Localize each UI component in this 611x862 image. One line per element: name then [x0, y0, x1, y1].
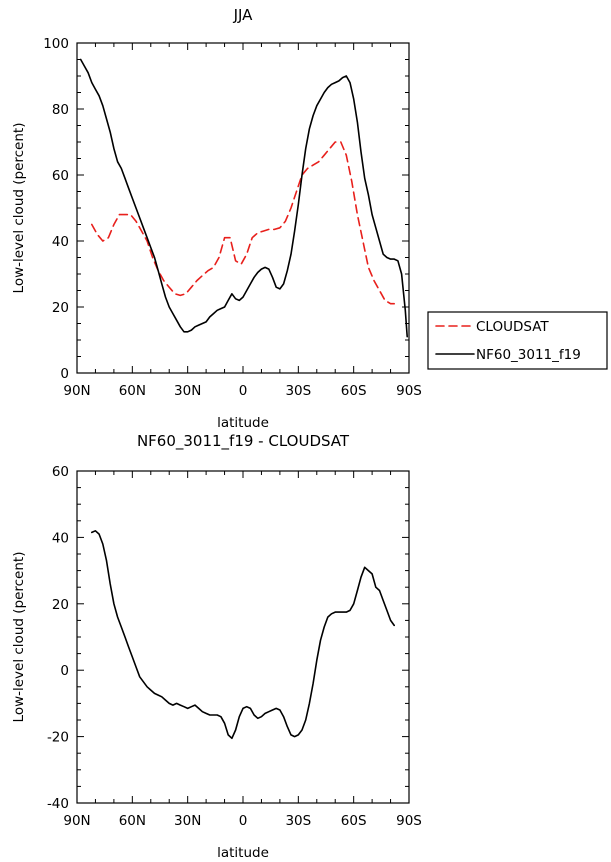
y-tick-label: 40: [52, 234, 69, 250]
y-tick-label: 40: [52, 530, 69, 546]
legend-box: [427, 311, 608, 370]
x-tick-label: 90N: [63, 383, 90, 399]
x-tick-label: 60S: [341, 813, 367, 829]
x-tick-label: 0: [239, 383, 248, 399]
x-tick-label: 60S: [341, 383, 367, 399]
y-tick-label: 0: [60, 663, 69, 679]
y-tick-label: 20: [52, 300, 69, 316]
y-tick-labels: -40 -20 0 20 40 60: [47, 464, 69, 812]
y-tick-label: -40: [47, 796, 69, 812]
y-tick-label: 60: [52, 464, 69, 480]
legend-label-nf60: NF60_3011_f19: [476, 347, 581, 363]
x-tick-label: 90S: [396, 813, 422, 829]
y-tick-label: 100: [43, 36, 69, 52]
x-tick-label: 90N: [63, 813, 90, 829]
chart-title: NF60_3011_f19 - CLOUDSAT: [137, 432, 350, 451]
y-tick-label: 20: [52, 597, 69, 613]
x-axis-label: latitude: [217, 415, 269, 431]
tick-marks: [76, 42, 410, 374]
series-layer: [91, 529, 396, 740]
x-tick-label: 90S: [396, 383, 422, 399]
series-layer: [79, 58, 409, 338]
x-tick-labels: 90N 60N 30N 0 30S 60S 90S: [63, 383, 422, 399]
plot-frame: [76, 42, 410, 374]
y-tick-label: 60: [52, 168, 69, 184]
x-axis-label: latitude: [217, 845, 269, 861]
x-tick-label: 30S: [285, 813, 311, 829]
y-axis-label: Low-level cloud (percent): [11, 552, 27, 723]
tick-marks: [76, 470, 410, 804]
chart-panel-bottom: NF60_3011_f19 - CLOUDSAT 90N 60N 30N 0 30S 60…: [11, 432, 422, 861]
series-line-nf60-3011-f19: [79, 58, 409, 338]
plot-frame: [76, 470, 410, 804]
legend: CLOUDSAT NF60_3011_f19: [427, 311, 608, 370]
chart-panel-top: JJA 90N 60N 30N 0 30S 60S 90S 0 20 40 60 80 100 lat…: [11, 6, 422, 431]
chart-title: JJA: [233, 6, 254, 24]
x-tick-labels: 90N 60N 30N 0 30S 60S 90S: [63, 813, 422, 829]
x-tick-label: 30S: [285, 383, 311, 399]
y-axis-label: Low-level cloud (percent): [11, 123, 27, 294]
x-tick-label: 60N: [119, 813, 146, 829]
x-tick-label: 30N: [174, 813, 201, 829]
series-line-nf60-3011-f19-cloudsat: [91, 529, 396, 740]
x-tick-label: 30N: [174, 383, 201, 399]
x-tick-label: 0: [239, 813, 248, 829]
y-tick-label: -20: [47, 730, 69, 746]
legend-label-cloudsat: CLOUDSAT: [476, 319, 549, 335]
series-line-cloudsat: [91, 141, 396, 305]
y-tick-label: 0: [60, 366, 69, 382]
x-tick-label: 60N: [119, 383, 146, 399]
y-tick-label: 80: [52, 102, 69, 118]
y-tick-labels: 0 20 40 60 80 100: [43, 36, 69, 382]
